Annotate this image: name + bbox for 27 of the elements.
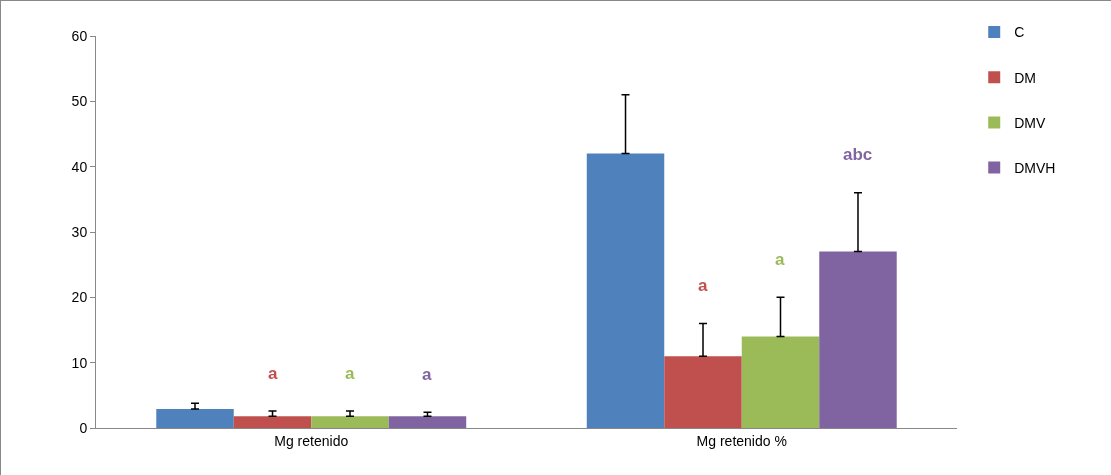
x-tick-label: Mg retenido	[274, 432, 349, 449]
bar	[741, 336, 820, 428]
bar	[586, 153, 665, 428]
bar	[664, 356, 742, 428]
legend-label: C	[1014, 24, 1025, 41]
legend-label: DMV	[1014, 114, 1046, 131]
legend-label: DM	[1014, 69, 1036, 86]
y-tick-label: 20	[71, 289, 88, 306]
y-tick-label: 40	[71, 158, 88, 175]
y-tick-label: 30	[71, 223, 88, 240]
x-tick-label: Mg retenido %	[696, 432, 787, 449]
annotation: a	[268, 364, 278, 383]
y-tick-label: 50	[71, 93, 88, 110]
bar	[388, 416, 467, 428]
annotation: a	[775, 250, 785, 269]
y-tick-label: 60	[71, 27, 88, 44]
annotation: abc	[843, 145, 873, 164]
y-tick-label: 0	[79, 419, 88, 436]
y-tick-label: 10	[71, 354, 88, 371]
bar	[819, 251, 897, 428]
bar	[156, 409, 234, 428]
annotation: a	[698, 276, 708, 295]
annotation: a	[422, 365, 432, 384]
bar	[233, 416, 312, 428]
legend-label: DMVH	[1014, 160, 1056, 177]
annotation: a	[345, 364, 355, 383]
bar	[311, 416, 389, 428]
